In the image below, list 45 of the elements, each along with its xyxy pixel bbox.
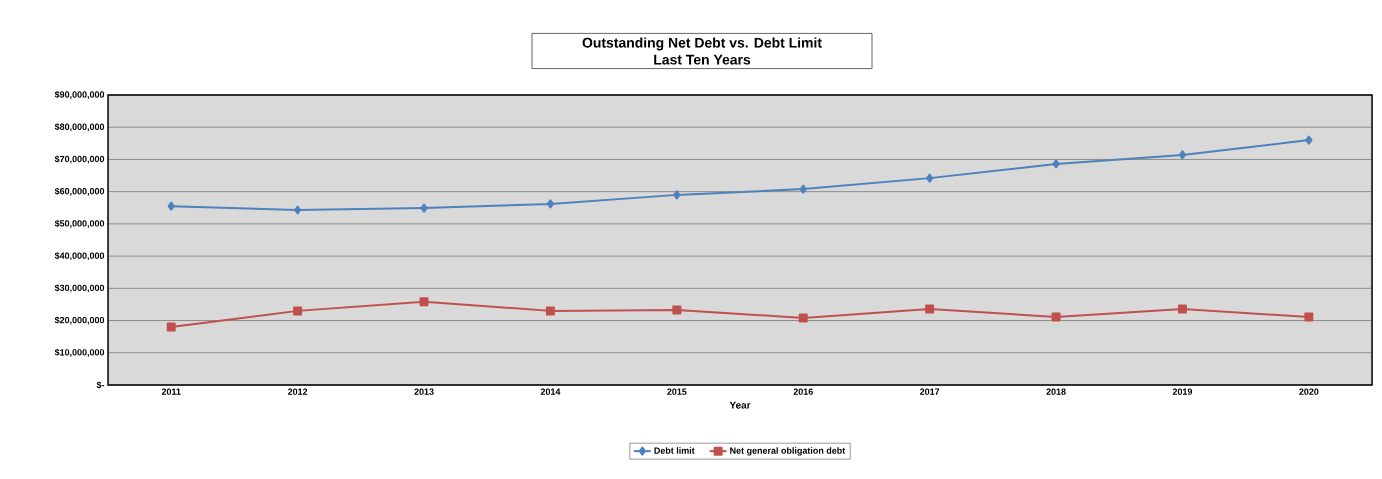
- point: [420, 203, 428, 213]
- point: [294, 205, 302, 215]
- point: [546, 199, 555, 209]
- x-tick-label: 2019: [1172, 388, 1193, 395]
- point: [545, 306, 555, 316]
- point: [925, 304, 935, 314]
- point: [799, 184, 807, 194]
- point: [1177, 304, 1187, 314]
- y-tick-label: $10,000,000: [54, 348, 105, 357]
- point: [167, 201, 175, 211]
- point: [166, 322, 176, 332]
- y-tick-label: $90,000,000: [54, 90, 105, 100]
- y-tick-label: $20,000,000: [54, 316, 105, 325]
- x-tick-label: 2020: [1299, 388, 1319, 395]
- x-tick-label: 2018: [1046, 388, 1066, 395]
- chart-subtitle: Last Ten Years: [654, 54, 751, 65]
- y-tick-label: $70,000,000: [54, 155, 105, 164]
- point: [672, 305, 682, 315]
- legend-label: Net general obligation debt: [730, 447, 846, 456]
- y-tick-label: $60,000,000: [54, 187, 105, 196]
- y-tick-label: $40,000,000: [54, 252, 105, 261]
- y-tick-label: $30,000,000: [54, 284, 105, 293]
- point: [1052, 159, 1060, 169]
- x-tick-label: 2017: [919, 388, 940, 395]
- x-tick-label: 2015: [667, 388, 687, 395]
- x-tick-label: 2011: [161, 388, 181, 395]
- point: [798, 313, 808, 323]
- point: [419, 297, 429, 307]
- point: [293, 306, 303, 316]
- legend-label: Debt limit: [654, 447, 695, 454]
- x-tick-label: 2014: [540, 388, 561, 395]
- point: [926, 173, 934, 183]
- x-tick-label: 2016: [793, 388, 813, 395]
- y-tick-label: $50,000,000: [54, 219, 105, 228]
- point: [1305, 135, 1313, 145]
- point: [1051, 312, 1061, 322]
- x-tick-label: 2013: [414, 388, 434, 395]
- x-tick-label: 2012: [287, 388, 308, 395]
- y-tick-label: $-: [96, 381, 105, 389]
- x-axis-title: Year: [729, 401, 751, 409]
- y-tick-label: $80,000,000: [54, 123, 105, 132]
- point: [1304, 312, 1314, 322]
- chart-title: Outstanding Net Debt vs. Debt Limit: [582, 37, 822, 51]
- point: [673, 190, 681, 200]
- point: [1178, 150, 1187, 160]
